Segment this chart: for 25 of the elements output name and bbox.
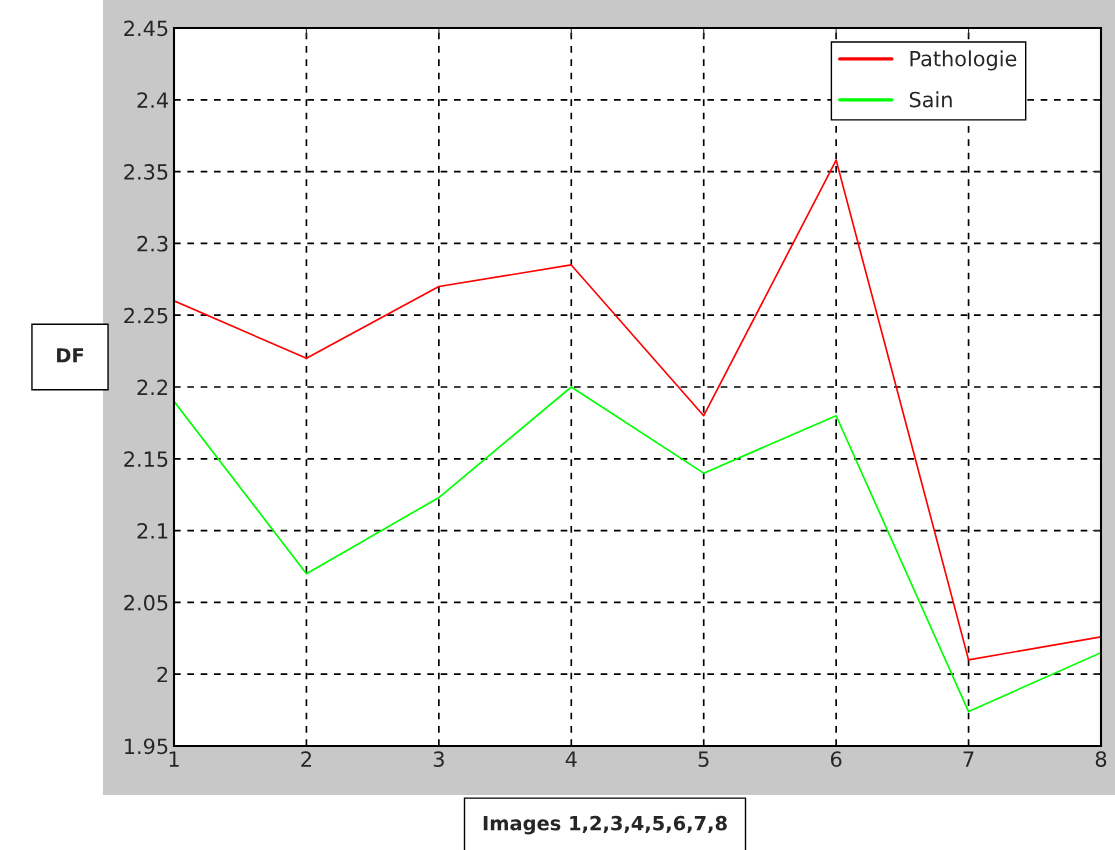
y-tick-label: 1.95 [125, 738, 168, 755]
y-tick-label: 2.3 [137, 235, 168, 252]
y-tick-label: 2 [157, 666, 168, 683]
y-tick-label: 2.05 [124, 594, 168, 611]
line-series [174, 386, 1101, 713]
x-axis-title: Images 1,2,3,4,5,6,7,8 [483, 815, 727, 835]
x-tick-label: 3 [433, 751, 444, 767]
x-tick-label: 1 [169, 751, 179, 767]
line-series [174, 159, 1101, 661]
x-tick-label: 6 [830, 751, 842, 767]
legend-label: Pathologie [910, 50, 1017, 71]
y-axis-title: DF [57, 348, 84, 363]
x-tick-label: 8 [1095, 751, 1107, 767]
x-tick-label: 7 [963, 751, 974, 767]
y-tick-label: 2.25 [124, 307, 168, 324]
y-tick-label: 2.45 [124, 20, 168, 37]
x-tick-label: 4 [565, 751, 577, 767]
y-tick-label: 2.35 [124, 164, 168, 180]
legend-label: Sain [909, 91, 952, 108]
y-tick-label: 2.15 [124, 451, 168, 468]
x-tick-label: 2 [301, 751, 311, 767]
y-tick-label: 2.1 [137, 523, 168, 539]
x-tick-label: 5 [698, 751, 709, 767]
y-tick-label: 2.2 [137, 379, 168, 395]
y-tick-label: 2.4 [137, 92, 168, 108]
